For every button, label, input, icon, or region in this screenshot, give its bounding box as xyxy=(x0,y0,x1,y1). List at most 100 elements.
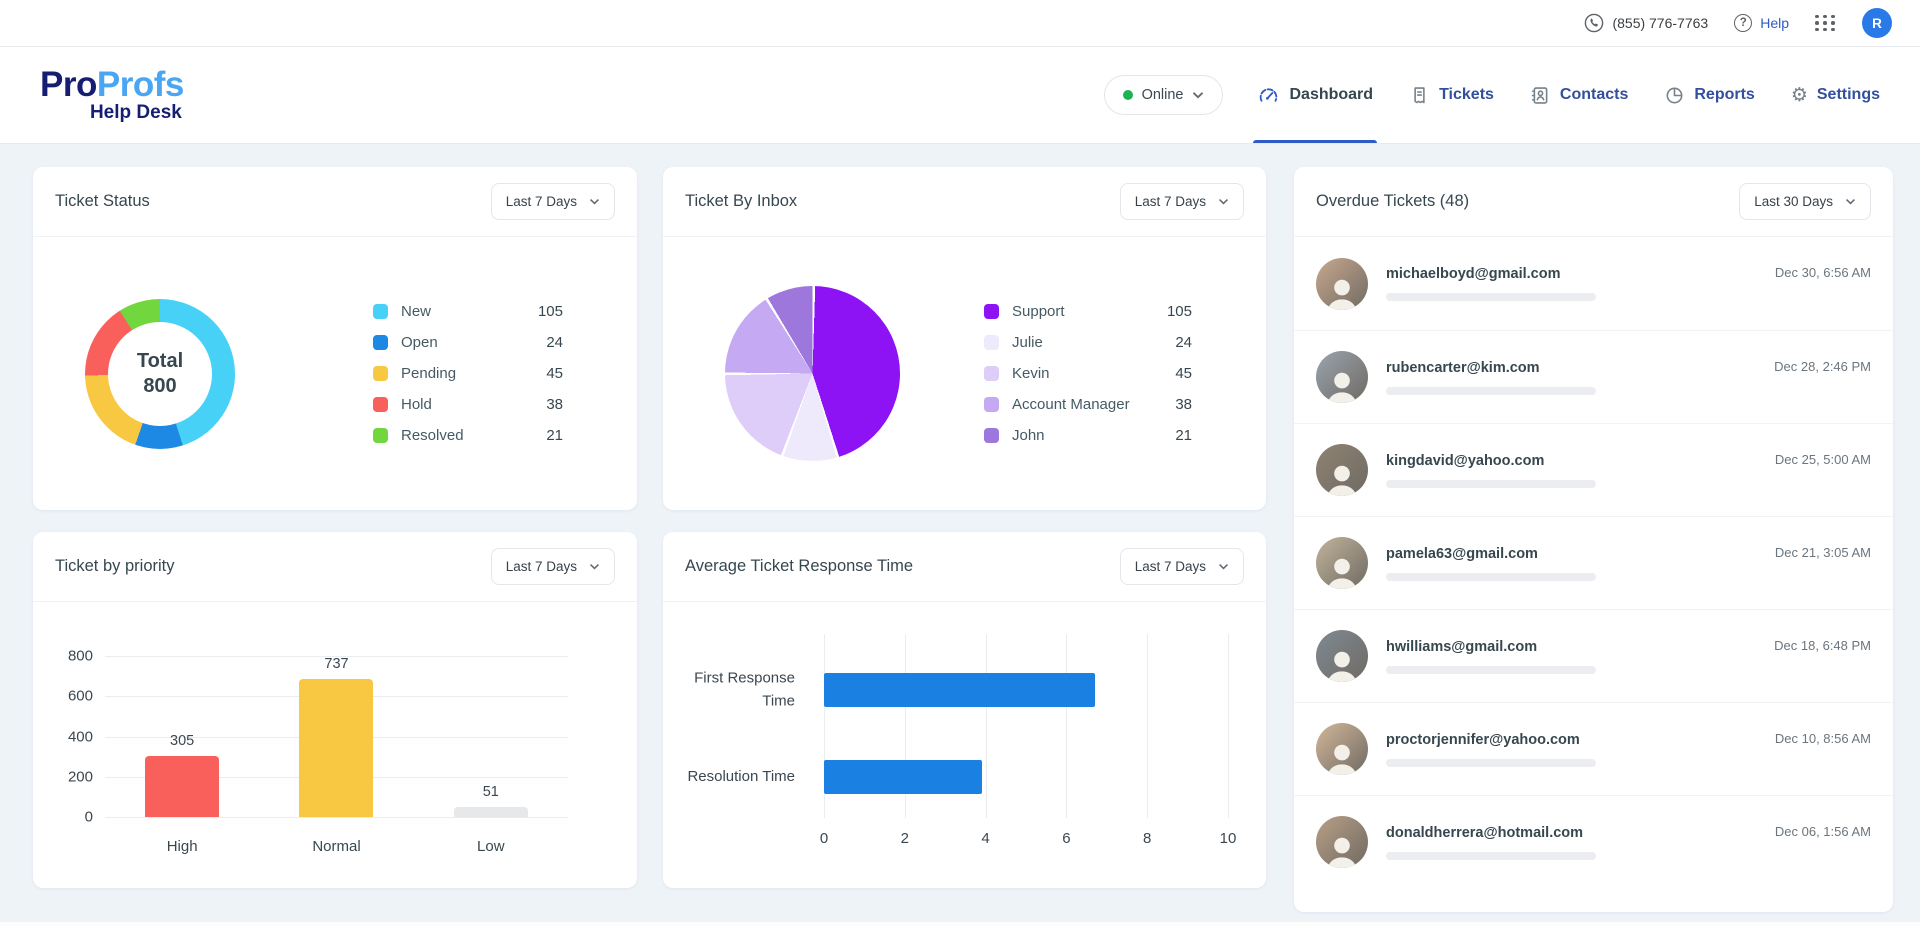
phone-number: (855) 776-7763 xyxy=(1612,15,1708,31)
overdue-ticket-row[interactable]: donaldherrera@hotmail.comDec 06, 1:56 AM xyxy=(1294,795,1893,888)
bar-high[interactable] xyxy=(145,756,219,817)
legend-item-open[interactable]: Open 24 xyxy=(373,331,563,354)
legend-item-support[interactable]: Support105 xyxy=(984,300,1192,323)
avatar xyxy=(1316,537,1368,589)
priority-bar-chart: 0200400600800 30573751 HighNormalLow xyxy=(33,602,637,888)
gridline xyxy=(105,817,568,818)
avg-response-time-range-dropdown[interactable]: Last 7 Days xyxy=(1120,548,1244,585)
tab-contacts[interactable]: Contacts xyxy=(1530,47,1628,143)
legend-value: 24 xyxy=(546,334,563,351)
card-title: Ticket By Inbox xyxy=(685,192,797,211)
x-axis-label: Low xyxy=(446,838,536,855)
x-axis-label: Normal xyxy=(291,838,381,855)
ticket-status-card: Ticket Status Last 7 Days Total 800 xyxy=(33,167,637,510)
x-axis-label: High xyxy=(137,838,227,855)
helpdesk-dashboard-page: (855) 776-7763 ? Help R ProProfs Help De… xyxy=(0,0,1920,928)
card-title: Ticket Status xyxy=(55,192,150,211)
bar-normal[interactable] xyxy=(299,679,373,817)
nav-label: Tickets xyxy=(1439,86,1494,104)
bar-resolution-time[interactable] xyxy=(824,760,982,794)
legend-value: 38 xyxy=(1175,396,1192,413)
legend-label: New xyxy=(401,303,431,320)
overdue-ticket-row[interactable]: pamela63@gmail.comDec 21, 3:05 AM xyxy=(1294,516,1893,609)
bar-chart-plot-area: 30573751 xyxy=(105,656,568,817)
legend-item-hold[interactable]: Hold38 xyxy=(373,393,563,416)
overdue-ticket-row[interactable]: michaelboyd@gmail.comDec 30, 6:56 AM xyxy=(1294,237,1893,330)
overdue-email: donaldherrera@hotmail.com xyxy=(1386,825,1596,841)
ticket-by-priority-range-dropdown[interactable]: Last 7 Days xyxy=(491,548,615,585)
category-label: First Response Time xyxy=(669,668,795,713)
ticket-by-inbox-card: Ticket By Inbox Last 7 Days Support105 Ju… xyxy=(663,167,1266,510)
overdue-ticket-row[interactable]: kingdavid@yahoo.com Dec 25, 5:00 AM xyxy=(1294,423,1893,516)
tab-tickets[interactable]: Tickets xyxy=(1409,47,1494,143)
avatar xyxy=(1316,444,1368,496)
subject-placeholder-bar xyxy=(1386,759,1596,767)
subject-placeholder-bar xyxy=(1386,573,1596,581)
avatar xyxy=(1316,723,1368,775)
hbar-chart-plot-area xyxy=(824,634,1228,818)
ticket-by-inbox-legend: Support105 Julie24 Kevin45 Account Manager 3… xyxy=(984,292,1192,455)
tab-settings[interactable]: ⚙ Settings xyxy=(1791,47,1880,143)
online-dot-icon xyxy=(1123,90,1133,100)
legend-value: 105 xyxy=(538,303,563,320)
card-title: Ticket by priority xyxy=(55,557,175,576)
overdue-email: kingdavid@yahoo.com xyxy=(1386,453,1596,469)
chevron-down-icon xyxy=(1218,198,1229,205)
y-axis-tick: 600 xyxy=(68,688,93,705)
user-avatar[interactable]: R xyxy=(1862,8,1892,38)
ticket-status-range-dropdown[interactable]: Last 7 Days xyxy=(491,183,615,220)
legend-item-account-manager[interactable]: Account Manager 38 xyxy=(984,393,1192,416)
avatar xyxy=(1316,258,1368,310)
y-axis-tick: 800 xyxy=(68,648,93,665)
bar-low[interactable] xyxy=(454,807,528,817)
range-value: Last 7 Days xyxy=(1135,194,1206,209)
ticket-status-donut-chart[interactable]: Total 800 xyxy=(85,299,235,449)
x-axis-tick: 0 xyxy=(820,830,828,847)
overdue-range-dropdown[interactable]: Last 30 Days xyxy=(1739,183,1871,220)
bar-first-response-time[interactable] xyxy=(824,673,1095,707)
contacts-card-icon xyxy=(1530,85,1551,106)
status-dropdown[interactable]: Online xyxy=(1104,75,1224,115)
apps-grid-icon[interactable] xyxy=(1815,15,1836,32)
overdue-ticket-row[interactable]: hwilliams@gmail.comDec 18, 6:48 PM xyxy=(1294,609,1893,702)
phone-link[interactable]: (855) 776-7763 xyxy=(1584,13,1708,33)
logo[interactable]: ProProfs Help Desk xyxy=(40,47,184,143)
response-time-hbar-chart: First Response TimeResolution Time 02468… xyxy=(663,602,1266,888)
legend-swatch xyxy=(373,304,388,319)
main-nav: Dashboard Tickets Contacts Reports ⚙ Set… xyxy=(1257,47,1880,143)
chevron-down-icon xyxy=(1192,91,1204,99)
y-axis-tick: 200 xyxy=(68,768,93,785)
topbar: (855) 776-7763 ? Help R xyxy=(0,0,1920,47)
overdue-date: Dec 25, 5:00 AM xyxy=(1775,452,1871,467)
ticket-by-inbox-pie-chart[interactable] xyxy=(725,286,900,461)
x-axis-tick: 2 xyxy=(901,830,909,847)
dashboard-speedometer-icon xyxy=(1257,84,1280,107)
tab-dashboard[interactable]: Dashboard xyxy=(1257,47,1373,143)
tab-reports[interactable]: Reports xyxy=(1664,47,1754,143)
legend-label: Open xyxy=(401,334,438,351)
legend-item-john[interactable]: John21 xyxy=(984,424,1192,447)
status-label: Online xyxy=(1142,87,1184,103)
legend-item-julie[interactable]: Julie24 xyxy=(984,331,1192,354)
legend-item-new[interactable]: New 105 xyxy=(373,300,563,323)
overdue-date: Dec 28, 2:46 PM xyxy=(1774,359,1871,374)
ticket-by-priority-card: Ticket by priority Last 7 Days 020040060… xyxy=(33,532,637,888)
x-axis-tick: 6 xyxy=(1062,830,1070,847)
legend-item-pending[interactable]: Pending45 xyxy=(373,362,563,385)
legend-label: Pending xyxy=(401,365,456,382)
legend-label: Account Manager xyxy=(1012,396,1130,413)
legend-item-kevin[interactable]: Kevin45 xyxy=(984,362,1192,385)
help-link[interactable]: ? Help xyxy=(1734,14,1789,32)
legend-item-resolved[interactable]: Resolved21 xyxy=(373,424,563,447)
bar-slot: 305 xyxy=(145,656,219,817)
overdue-ticket-row[interactable]: rubencarter@kim.comDec 28, 2:46 PM xyxy=(1294,330,1893,423)
gear-icon: ⚙ xyxy=(1791,86,1808,105)
help-label: Help xyxy=(1760,15,1789,31)
avatar xyxy=(1316,816,1368,868)
overdue-email: pamela63@gmail.com xyxy=(1386,546,1596,562)
dashboard-content: Ticket Status Last 7 Days Total 800 xyxy=(0,144,1920,912)
legend-swatch xyxy=(984,428,999,443)
nav-label: Contacts xyxy=(1560,86,1628,104)
overdue-ticket-row[interactable]: proctorjennifer@yahoo.comDec 10, 8:56 AM xyxy=(1294,702,1893,795)
ticket-by-inbox-range-dropdown[interactable]: Last 7 Days xyxy=(1120,183,1244,220)
